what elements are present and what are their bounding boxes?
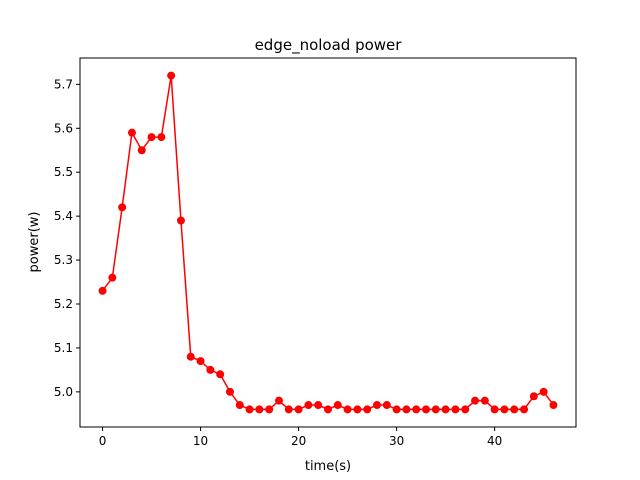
data-point [353, 405, 362, 414]
data-point [549, 401, 558, 410]
y-tick-label: 5.2 [54, 297, 73, 311]
data-point [402, 405, 411, 414]
data-point [304, 401, 313, 410]
plot-area: 0 10 20 30 40 5.0 5.1 5.2 5.3 5.4 5.5 5.6 5.7 [54, 57, 577, 448]
data-point [186, 352, 195, 361]
data-point [196, 357, 205, 366]
data-point [529, 392, 538, 401]
x-tick-label: 20 [291, 434, 306, 448]
data-point [206, 365, 215, 374]
y-tick-label: 5.5 [54, 165, 73, 179]
chart-title: edge_noload power [255, 36, 403, 55]
data-point [480, 396, 489, 405]
data-point [265, 405, 274, 414]
data-point [471, 396, 480, 405]
data-point [373, 401, 382, 410]
data-point [324, 405, 332, 414]
data-point [422, 405, 431, 414]
data-point [343, 405, 352, 414]
data-point [137, 146, 146, 155]
data-point [490, 405, 499, 414]
y-tick-label: 5.7 [54, 77, 73, 91]
data-point [382, 401, 391, 410]
data-point [216, 370, 225, 379]
data-point [108, 273, 117, 282]
data-point [412, 405, 421, 414]
data-point [461, 405, 470, 414]
data-point [441, 405, 450, 414]
x-tick-label: 10 [193, 434, 208, 448]
data-point [176, 216, 185, 225]
x-tick-label: 0 [99, 434, 107, 448]
x-tick-label: 30 [389, 434, 404, 448]
data-point [98, 286, 107, 295]
data-point [314, 401, 323, 410]
y-tick-label: 5.0 [54, 385, 73, 399]
data-point [451, 405, 460, 414]
data-point [225, 387, 234, 396]
data-point [118, 203, 127, 212]
y-tick-label: 5.6 [54, 121, 73, 135]
data-point [284, 405, 293, 414]
data-point [510, 405, 519, 414]
data-point [147, 133, 156, 142]
data-point [245, 405, 254, 414]
data-point [235, 401, 244, 410]
data-point [157, 133, 166, 142]
data-point [520, 405, 529, 414]
data-point [392, 405, 401, 414]
y-axis-label: power(w) [27, 212, 42, 273]
data-point [255, 405, 264, 414]
data-point [167, 71, 176, 80]
data-point [431, 405, 440, 414]
x-tick-label: 40 [487, 434, 502, 448]
y-tick-label: 5.4 [54, 209, 73, 223]
y-tick-label: 5.3 [54, 253, 73, 267]
data-point [500, 405, 509, 414]
data-point [127, 128, 136, 137]
data-point [333, 401, 342, 410]
data-point [294, 405, 303, 414]
data-point [539, 387, 548, 396]
x-axis-label: time(s) [305, 459, 351, 474]
data-point [363, 405, 372, 414]
axes-frame [79, 57, 577, 428]
data-point [274, 396, 283, 405]
y-tick-label: 5.1 [54, 341, 73, 355]
